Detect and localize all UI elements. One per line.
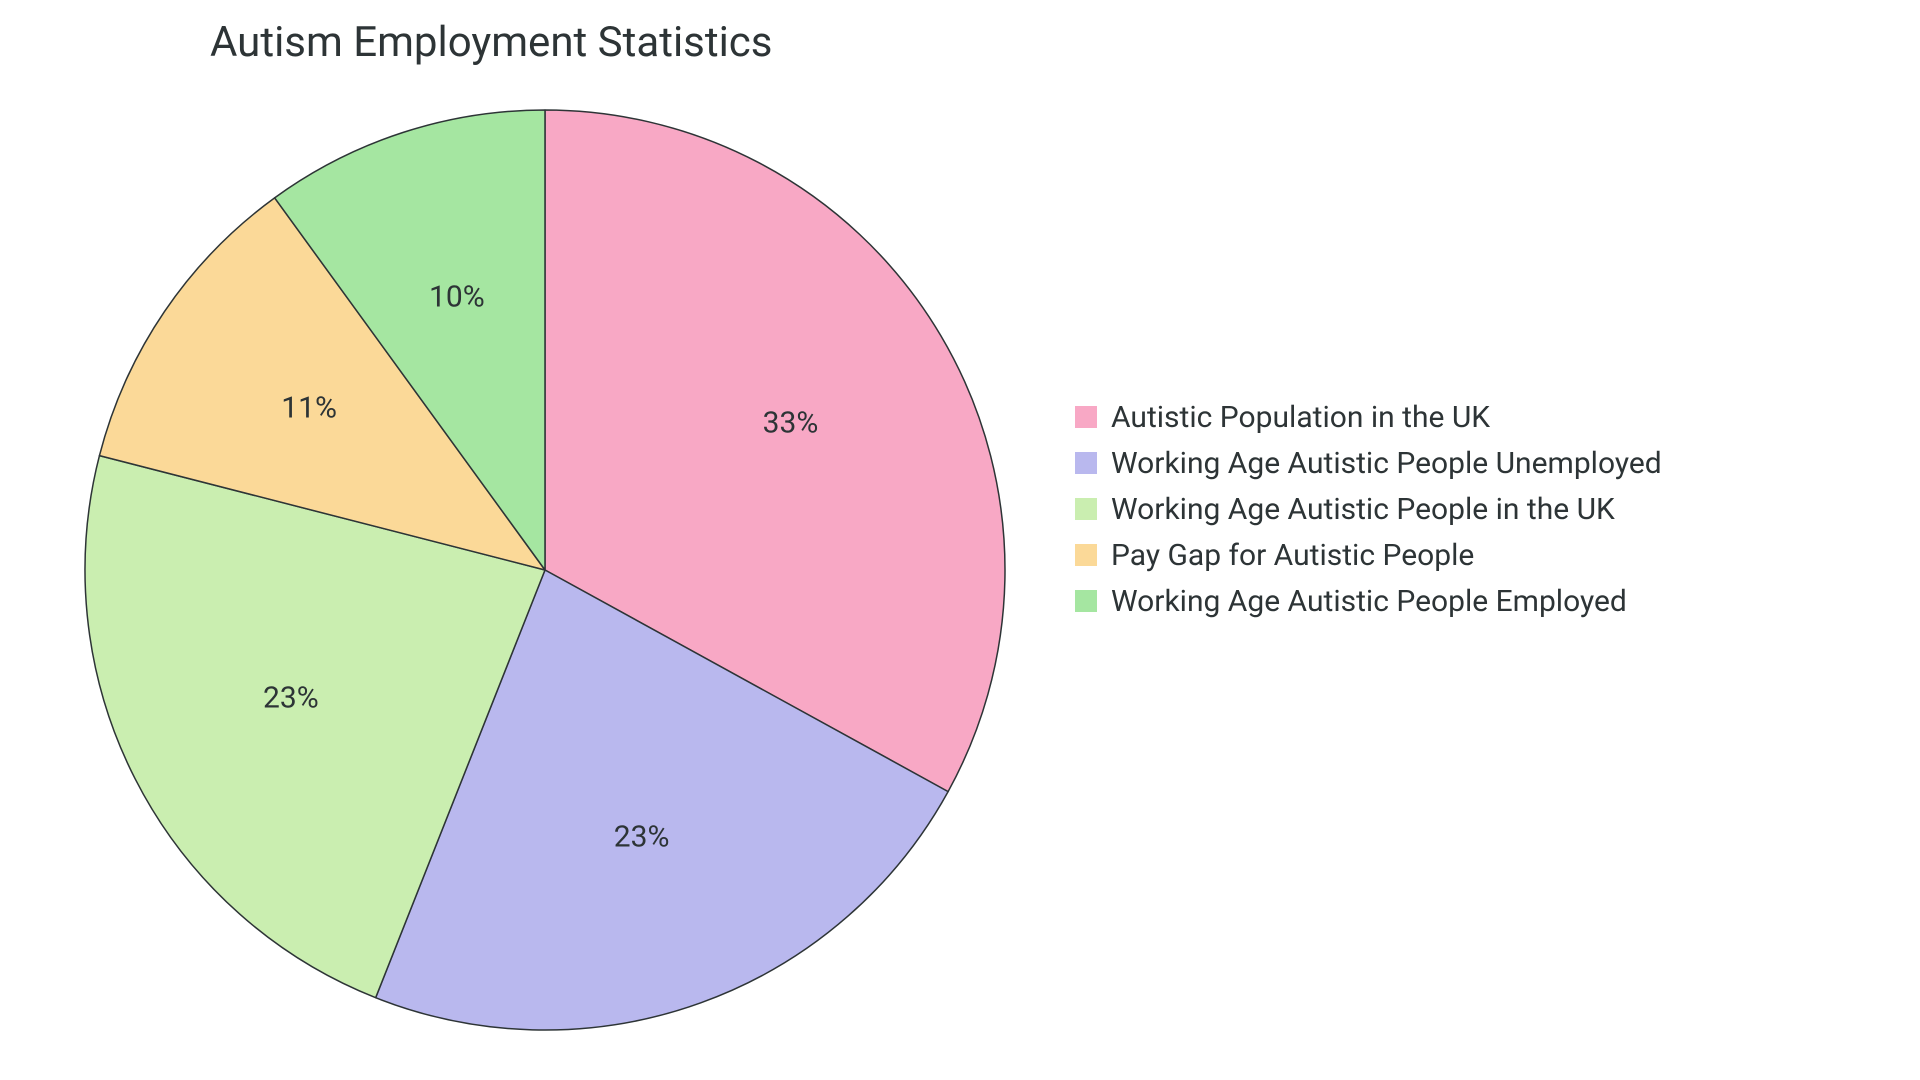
legend-label: Working Age Autistic People Unemployed [1111, 446, 1662, 481]
legend-swatch [1075, 498, 1097, 520]
slice-label: 10% [429, 280, 485, 315]
pie-chart: 33% 23% 23% 11% 10% [81, 106, 1009, 1034]
slice-label: 11% [281, 391, 337, 426]
legend: Autistic Population in the UK Working Age… [1075, 394, 1662, 624]
chart-container: Autism Employment Statistics 33% 23% 23% 11… [0, 0, 1920, 1080]
legend-label: Working Age Autistic People in the UK [1111, 492, 1615, 527]
legend-item: Autistic Population in the UK [1075, 394, 1662, 440]
legend-swatch [1075, 590, 1097, 612]
slice-label: 23% [614, 819, 670, 854]
legend-swatch [1075, 406, 1097, 428]
slice-label: 23% [263, 680, 319, 715]
legend-item: Pay Gap for Autistic People [1075, 532, 1662, 578]
legend-item: Working Age Autistic People in the UK [1075, 486, 1662, 532]
legend-swatch [1075, 544, 1097, 566]
legend-item: Working Age Autistic People Unemployed [1075, 440, 1662, 486]
legend-label: Autistic Population in the UK [1111, 400, 1490, 435]
chart-title: Autism Employment Statistics [210, 18, 772, 67]
legend-swatch [1075, 452, 1097, 474]
legend-label: Pay Gap for Autistic People [1111, 538, 1474, 573]
slice-label: 33% [763, 406, 819, 441]
legend-item: Working Age Autistic People Employed [1075, 578, 1662, 624]
legend-label: Working Age Autistic People Employed [1111, 584, 1627, 619]
